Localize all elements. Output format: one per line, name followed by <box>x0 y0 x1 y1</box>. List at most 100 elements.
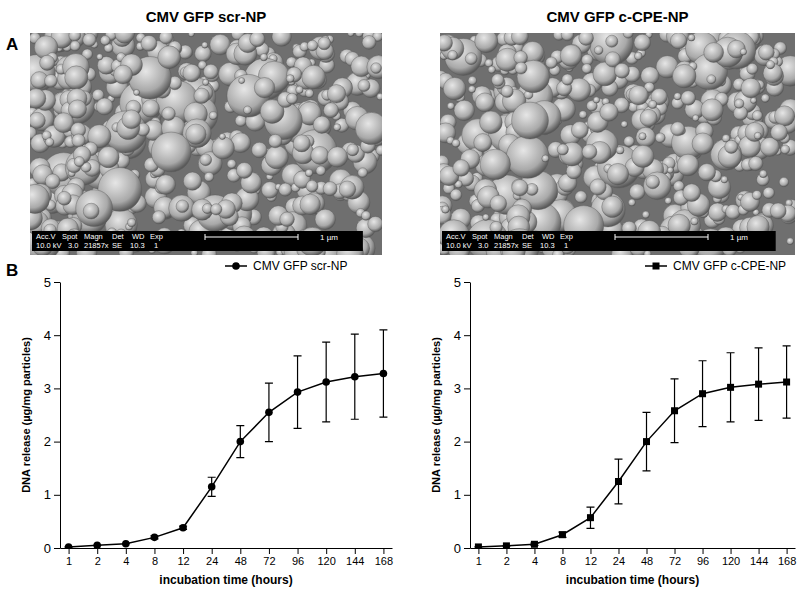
particle <box>766 60 775 69</box>
y-tick-mark <box>464 495 470 496</box>
data-point <box>727 384 734 391</box>
x-tick-label: 12 <box>177 555 189 567</box>
y-tick: 5 <box>44 275 60 290</box>
particle <box>704 43 724 63</box>
y-tick-label: 3 <box>44 381 51 396</box>
y-tick-mark <box>54 495 60 496</box>
y-tick: 0 <box>454 541 470 556</box>
particle <box>642 211 649 218</box>
particle <box>480 111 503 134</box>
data-point <box>65 543 73 548</box>
particle <box>454 100 474 120</box>
particle <box>600 103 618 121</box>
particle <box>636 127 656 147</box>
particle <box>628 199 635 206</box>
particle <box>300 194 321 215</box>
plot-area <box>474 346 790 548</box>
x-tick: 96 <box>292 548 304 567</box>
error-bar <box>699 361 707 427</box>
y-tick-mark <box>54 282 60 283</box>
particle <box>339 181 356 198</box>
particle <box>243 106 251 114</box>
x-tick-mark <box>759 548 760 554</box>
error-bar <box>727 353 735 422</box>
particle <box>511 33 528 45</box>
x-tick: 168 <box>375 548 393 567</box>
x-tick-label: 120 <box>317 555 335 567</box>
x-tick-mark <box>97 548 98 554</box>
info-value: 1 <box>154 241 158 250</box>
x-tick-mark <box>269 548 270 554</box>
plot-area <box>65 330 388 548</box>
particle <box>127 219 135 227</box>
info-value: SE <box>112 241 122 250</box>
particle <box>747 63 758 74</box>
particle <box>515 62 527 74</box>
particle <box>305 169 313 177</box>
particle <box>203 64 218 79</box>
particle <box>621 121 628 128</box>
info-header: Spot <box>472 232 488 241</box>
particle <box>475 33 498 53</box>
particle <box>629 184 645 200</box>
particle <box>65 66 88 89</box>
x-tick-label: 24 <box>613 555 625 567</box>
particle <box>194 88 210 104</box>
particle <box>122 110 141 129</box>
particle <box>202 79 208 85</box>
particle <box>632 145 654 167</box>
info-header: WD <box>132 232 145 241</box>
particle <box>45 74 58 87</box>
data-point <box>208 483 216 491</box>
x-tick-label: 96 <box>292 555 304 567</box>
info-value: 10.3 <box>540 241 555 250</box>
x-tick-label: 120 <box>722 555 740 567</box>
particle <box>305 89 313 97</box>
data-point <box>671 407 678 414</box>
particle <box>634 52 642 60</box>
particle <box>607 163 629 185</box>
data-point <box>265 409 273 417</box>
x-tick-label: 4 <box>532 555 538 567</box>
x-tick-mark <box>154 548 155 554</box>
y-tick: 4 <box>44 328 60 343</box>
particle <box>252 142 268 158</box>
x-tick-label: 168 <box>375 555 393 567</box>
particle <box>74 157 84 167</box>
particle <box>512 102 549 139</box>
x-tick: 12 <box>585 548 597 567</box>
particle <box>754 132 761 139</box>
x-tick: 144 <box>750 548 768 567</box>
particle <box>311 146 329 164</box>
x-tick-mark <box>618 548 619 554</box>
scale-bar <box>615 234 708 240</box>
particle <box>763 187 774 198</box>
micrograph-background <box>30 33 382 255</box>
particle <box>741 78 761 98</box>
particle <box>355 112 382 144</box>
y-tick-mark <box>464 388 470 389</box>
series-line <box>69 374 384 547</box>
particle <box>100 36 110 46</box>
particle <box>151 132 191 172</box>
panel-label: B <box>6 261 18 280</box>
y-tick-label: 1 <box>454 487 461 502</box>
data-point <box>783 379 790 386</box>
particle <box>296 86 303 93</box>
particle <box>643 172 671 200</box>
particle <box>114 65 133 84</box>
particle <box>236 162 252 178</box>
particle <box>670 33 686 49</box>
legend: CMV GFP scr-NP <box>225 259 347 273</box>
x-tick: 168 <box>778 548 796 567</box>
y-tick-label: 2 <box>454 434 461 449</box>
particle <box>579 33 594 45</box>
particle <box>571 122 588 139</box>
particle <box>560 45 582 67</box>
particle <box>183 64 201 82</box>
y-tick-label: 5 <box>454 275 461 290</box>
info-header: Exp <box>150 232 163 241</box>
particle <box>644 250 651 255</box>
y-tick: 3 <box>454 381 470 396</box>
x-tick-label: 4 <box>123 555 129 567</box>
